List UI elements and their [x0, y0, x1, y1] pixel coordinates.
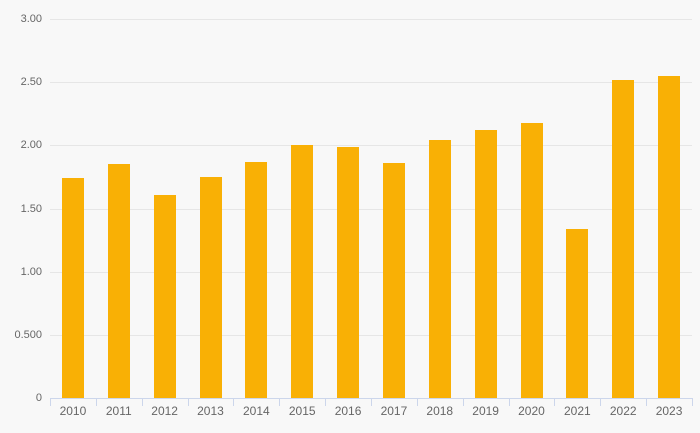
y-axis-label: 2.50: [20, 76, 42, 89]
x-axis-label-2010: 2010: [59, 404, 87, 418]
x-axis-label-2018: 2018: [426, 404, 454, 418]
bar-2010[interactable]: [61, 178, 84, 398]
gridline: [50, 145, 692, 147]
x-axis-tick: [692, 399, 693, 406]
x-axis-label-2023: 2023: [655, 404, 683, 418]
y-axis-label: 0: [35, 392, 42, 404]
x-axis-label-2014: 2014: [242, 404, 270, 418]
y-axis-label: 3.00: [20, 13, 42, 25]
x-axis-tick: [50, 399, 51, 406]
x-axis-label-2016: 2016: [334, 404, 362, 418]
x-axis-tick: [646, 399, 648, 406]
bar-2017[interactable]: [382, 163, 405, 398]
x-axis-tick: [416, 399, 418, 406]
gridline: [50, 19, 692, 20]
gridline: [50, 208, 692, 210]
y-axis-label: 0.500: [14, 328, 42, 341]
gridline: [50, 82, 692, 84]
x-axis-label-2022: 2022: [609, 404, 637, 418]
bar-2023[interactable]: [658, 75, 681, 398]
x-axis-label-2011: 2011: [105, 404, 132, 418]
bar-2016[interactable]: [337, 146, 360, 398]
x-axis-tick: [233, 399, 235, 406]
x-axis-label-2012: 2012: [151, 404, 178, 418]
bar-2011[interactable]: [107, 164, 130, 398]
x-axis-tick: [325, 399, 327, 406]
x-axis-line: [50, 398, 693, 399]
bar-2019[interactable]: [474, 130, 497, 398]
x-axis-tick: [141, 399, 143, 406]
x-axis-label-2017: 2017: [380, 404, 408, 418]
x-axis-label-2021: 2021: [563, 404, 591, 418]
x-axis-tick: [600, 399, 602, 406]
x-axis-label-2020: 2020: [518, 404, 545, 418]
bar-2018[interactable]: [428, 140, 451, 398]
y-axis-label: 2.00: [20, 139, 42, 152]
y-axis-label: 1.00: [20, 265, 42, 278]
x-axis-tick: [554, 399, 556, 406]
bar-2015[interactable]: [291, 145, 314, 398]
y-axis-label: 1.50: [20, 202, 42, 215]
x-axis-tick: [508, 399, 510, 406]
x-axis-label-2015: 2015: [288, 404, 316, 418]
bar-2022[interactable]: [612, 79, 635, 398]
x-axis-tick: [462, 399, 464, 406]
x-axis-tick: [279, 399, 281, 406]
x-axis-tick: [95, 399, 97, 406]
x-axis-label-2019: 2019: [472, 404, 499, 418]
bar-2014[interactable]: [245, 161, 268, 398]
x-axis-label-2013: 2013: [197, 404, 224, 418]
x-axis-tick: [187, 399, 189, 406]
bar-2020[interactable]: [520, 122, 543, 398]
bar-2021[interactable]: [566, 228, 589, 398]
gridline: [50, 334, 692, 336]
bar-2012[interactable]: [153, 194, 176, 398]
bar-2013[interactable]: [199, 176, 222, 398]
x-axis-tick: [371, 399, 372, 406]
gridline: [50, 271, 692, 273]
